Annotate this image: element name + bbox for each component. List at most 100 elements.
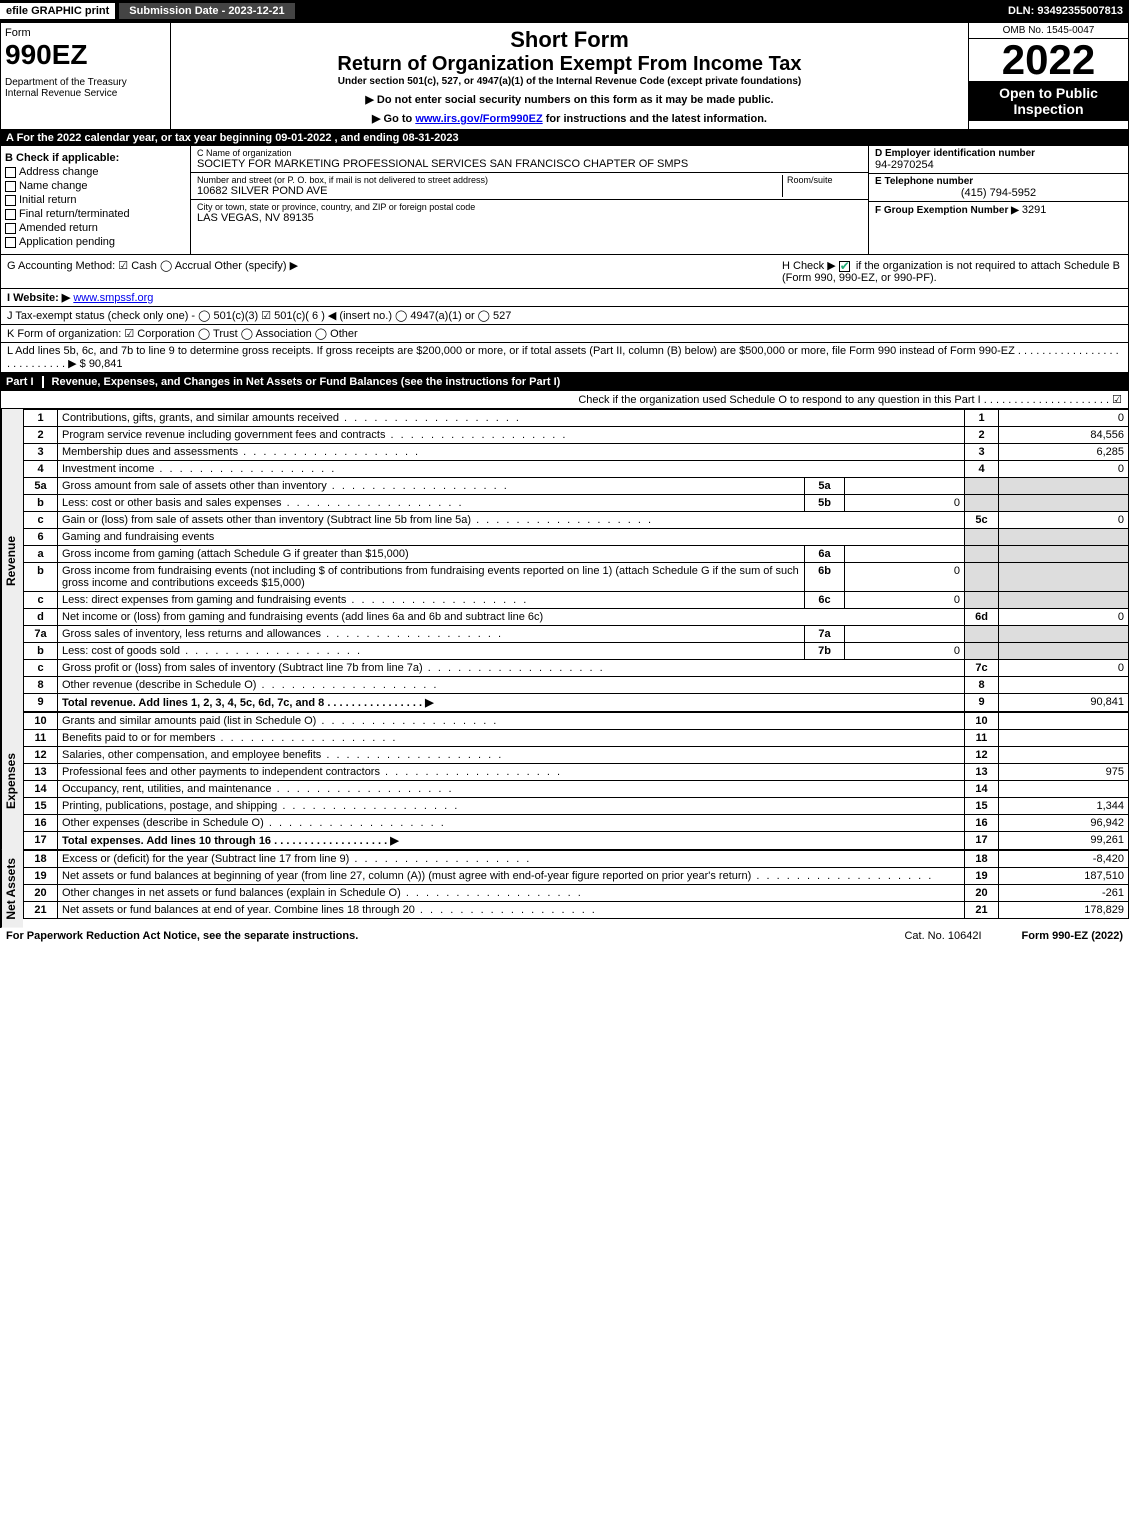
dln: DLN: 93492355007813 xyxy=(1008,5,1129,17)
netassets-sidebar: Net Assets xyxy=(1,850,23,928)
top-bar: efile GRAPHIC print Submission Date - 20… xyxy=(0,0,1129,22)
box-c: C Name of organization SOCIETY FOR MARKE… xyxy=(191,146,868,254)
ein-lbl: D Employer identification number xyxy=(875,148,1122,159)
org-name-lbl: C Name of organization xyxy=(197,148,862,158)
footer-right: Form 990-EZ (2022) xyxy=(1022,930,1123,942)
line-12: 12Salaries, other compensation, and empl… xyxy=(24,747,1129,764)
line-h-pre: H Check ▶ xyxy=(782,260,839,272)
chk-name-change[interactable]: Name change xyxy=(5,180,186,192)
line-6a: aGross income from gaming (attach Schedu… xyxy=(24,546,1129,563)
street-lbl: Number and street (or P. O. box, if mail… xyxy=(197,175,782,185)
line-5b: bLess: cost or other basis and sales exp… xyxy=(24,495,1129,512)
line-1: 1Contributions, gifts, grants, and simil… xyxy=(24,410,1129,427)
line-9: 9Total revenue. Add lines 1, 2, 3, 4, 5c… xyxy=(24,694,1129,712)
gh-row: G Accounting Method: ☑ Cash ◯ Accrual Ot… xyxy=(0,255,1129,289)
box-def: D Employer identification number 94-2970… xyxy=(868,146,1128,254)
header-center: Short Form Return of Organization Exempt… xyxy=(171,23,968,129)
page-footer: For Paperwork Reduction Act Notice, see … xyxy=(0,928,1129,944)
form-number: 990EZ xyxy=(5,39,166,71)
header-right: OMB No. 1545-0047 2022 Open to Public In… xyxy=(968,23,1128,129)
part1-check: Check if the organization used Schedule … xyxy=(0,391,1129,409)
line-19: 19Net assets or fund balances at beginni… xyxy=(24,868,1129,885)
part1-label: Part I xyxy=(6,376,44,388)
line-5a: 5aGross amount from sale of assets other… xyxy=(24,478,1129,495)
ein: 94-2970254 xyxy=(875,159,1122,171)
chk-schedule-b[interactable] xyxy=(839,261,850,272)
form-label: Form xyxy=(5,27,166,39)
line-13: 13Professional fees and other payments t… xyxy=(24,764,1129,781)
box-b-title: B Check if applicable: xyxy=(5,152,186,164)
bcdef-row: B Check if applicable: Address change Na… xyxy=(0,146,1129,255)
goto-post: for instructions and the latest informat… xyxy=(546,113,767,125)
short-form-title: Short Form xyxy=(181,27,958,53)
chk-initial-return[interactable]: Initial return xyxy=(5,194,186,206)
line-11: 11Benefits paid to or for members11 xyxy=(24,730,1129,747)
line-6b: bGross income from fundraising events (n… xyxy=(24,563,1129,592)
line-k: K Form of organization: ☑ Corporation ◯ … xyxy=(0,325,1129,343)
org-name: SOCIETY FOR MARKETING PROFESSIONAL SERVI… xyxy=(197,158,862,170)
return-of-title: Return of Organization Exempt From Incom… xyxy=(181,53,958,76)
line-8: 8Other revenue (describe in Schedule O)8 xyxy=(24,677,1129,694)
line-6d: dNet income or (loss) from gaming and fu… xyxy=(24,609,1129,626)
city: LAS VEGAS, NV 89135 xyxy=(197,212,862,224)
chk-address-change[interactable]: Address change xyxy=(5,166,186,178)
box-f: F Group Exemption Number ▶ 3291 xyxy=(869,202,1128,218)
line-l: L Add lines 5b, 6c, and 7b to line 9 to … xyxy=(0,343,1129,373)
submission-date: Submission Date - 2023-12-21 xyxy=(119,3,294,19)
city-lbl: City or town, state or province, country… xyxy=(197,202,862,212)
line-17: 17Total expenses. Add lines 10 through 1… xyxy=(24,832,1129,850)
street: 10682 SILVER POND AVE xyxy=(197,185,782,197)
line-20: 20Other changes in net assets or fund ba… xyxy=(24,885,1129,902)
expenses-section: Expenses 10Grants and similar amounts pa… xyxy=(0,712,1129,850)
line-21: 21Net assets or fund balances at end of … xyxy=(24,902,1129,919)
dept-label: Department of the Treasury Internal Reve… xyxy=(5,77,166,99)
goto-line: ▶ Go to www.irs.gov/Form990EZ for instru… xyxy=(181,112,958,125)
revenue-table: 1Contributions, gifts, grants, and simil… xyxy=(23,409,1129,712)
line-18: 18Excess or (deficit) for the year (Subt… xyxy=(24,851,1129,868)
line-6c: cLess: direct expenses from gaming and f… xyxy=(24,592,1129,609)
part1-header: Part I Revenue, Expenses, and Changes in… xyxy=(0,373,1129,391)
chk-amended-return[interactable]: Amended return xyxy=(5,222,186,234)
footer-center: Cat. No. 10642I xyxy=(904,930,981,942)
line-h: H Check ▶ if the organization is not req… xyxy=(782,259,1122,284)
line-2: 2Program service revenue including gover… xyxy=(24,427,1129,444)
group-ex-lbl: F Group Exemption Number ▶ xyxy=(875,205,1019,216)
line-6: 6Gaming and fundraising events xyxy=(24,529,1129,546)
under-section: Under section 501(c), 527, or 4947(a)(1)… xyxy=(181,76,958,87)
efile-label: efile GRAPHIC print xyxy=(0,3,115,19)
footer-left: For Paperwork Reduction Act Notice, see … xyxy=(6,930,358,942)
city-cell: City or town, state or province, country… xyxy=(191,200,868,226)
goto-pre: ▶ Go to xyxy=(372,113,415,125)
org-name-cell: C Name of organization SOCIETY FOR MARKE… xyxy=(191,146,868,173)
chk-application-pending[interactable]: Application pending xyxy=(5,236,186,248)
open-to-public: Open to Public Inspection xyxy=(969,81,1128,121)
header-left: Form 990EZ Department of the Treasury In… xyxy=(1,23,171,129)
line-7b: bLess: cost of goods sold7b0 xyxy=(24,643,1129,660)
tax-year: 2022 xyxy=(969,39,1128,81)
street-cell: Number and street (or P. O. box, if mail… xyxy=(191,173,868,200)
revenue-sidebar: Revenue xyxy=(1,409,23,712)
line-i: I Website: ▶ www.smpssf.org xyxy=(0,289,1129,307)
phone-lbl: E Telephone number xyxy=(875,176,1122,187)
line-3: 3Membership dues and assessments36,285 xyxy=(24,444,1129,461)
netassets-section: Net Assets 18Excess or (deficit) for the… xyxy=(0,850,1129,928)
goto-link[interactable]: www.irs.gov/Form990EZ xyxy=(415,113,542,125)
expenses-sidebar: Expenses xyxy=(1,712,23,850)
part1-title: Revenue, Expenses, and Changes in Net As… xyxy=(52,376,561,388)
box-b: B Check if applicable: Address change Na… xyxy=(1,146,191,254)
do-not-enter: ▶ Do not enter social security numbers o… xyxy=(181,93,958,106)
box-e: E Telephone number (415) 794-5952 xyxy=(869,174,1128,202)
expenses-table: 10Grants and similar amounts paid (list … xyxy=(23,712,1129,850)
line-7a: 7aGross sales of inventory, less returns… xyxy=(24,626,1129,643)
chk-final-return[interactable]: Final return/terminated xyxy=(5,208,186,220)
phone: (415) 794-5952 xyxy=(875,187,1122,199)
form-header: Form 990EZ Department of the Treasury In… xyxy=(0,22,1129,130)
line-15: 15Printing, publications, postage, and s… xyxy=(24,798,1129,815)
revenue-section: Revenue 1Contributions, gifts, grants, a… xyxy=(0,409,1129,712)
section-a: A For the 2022 calendar year, or tax yea… xyxy=(0,130,1129,146)
box-d: D Employer identification number 94-2970… xyxy=(869,146,1128,174)
netassets-table: 18Excess or (deficit) for the year (Subt… xyxy=(23,850,1129,919)
website-link[interactable]: www.smpssf.org xyxy=(73,292,153,304)
line-5c: cGain or (loss) from sale of assets othe… xyxy=(24,512,1129,529)
line-16: 16Other expenses (describe in Schedule O… xyxy=(24,815,1129,832)
